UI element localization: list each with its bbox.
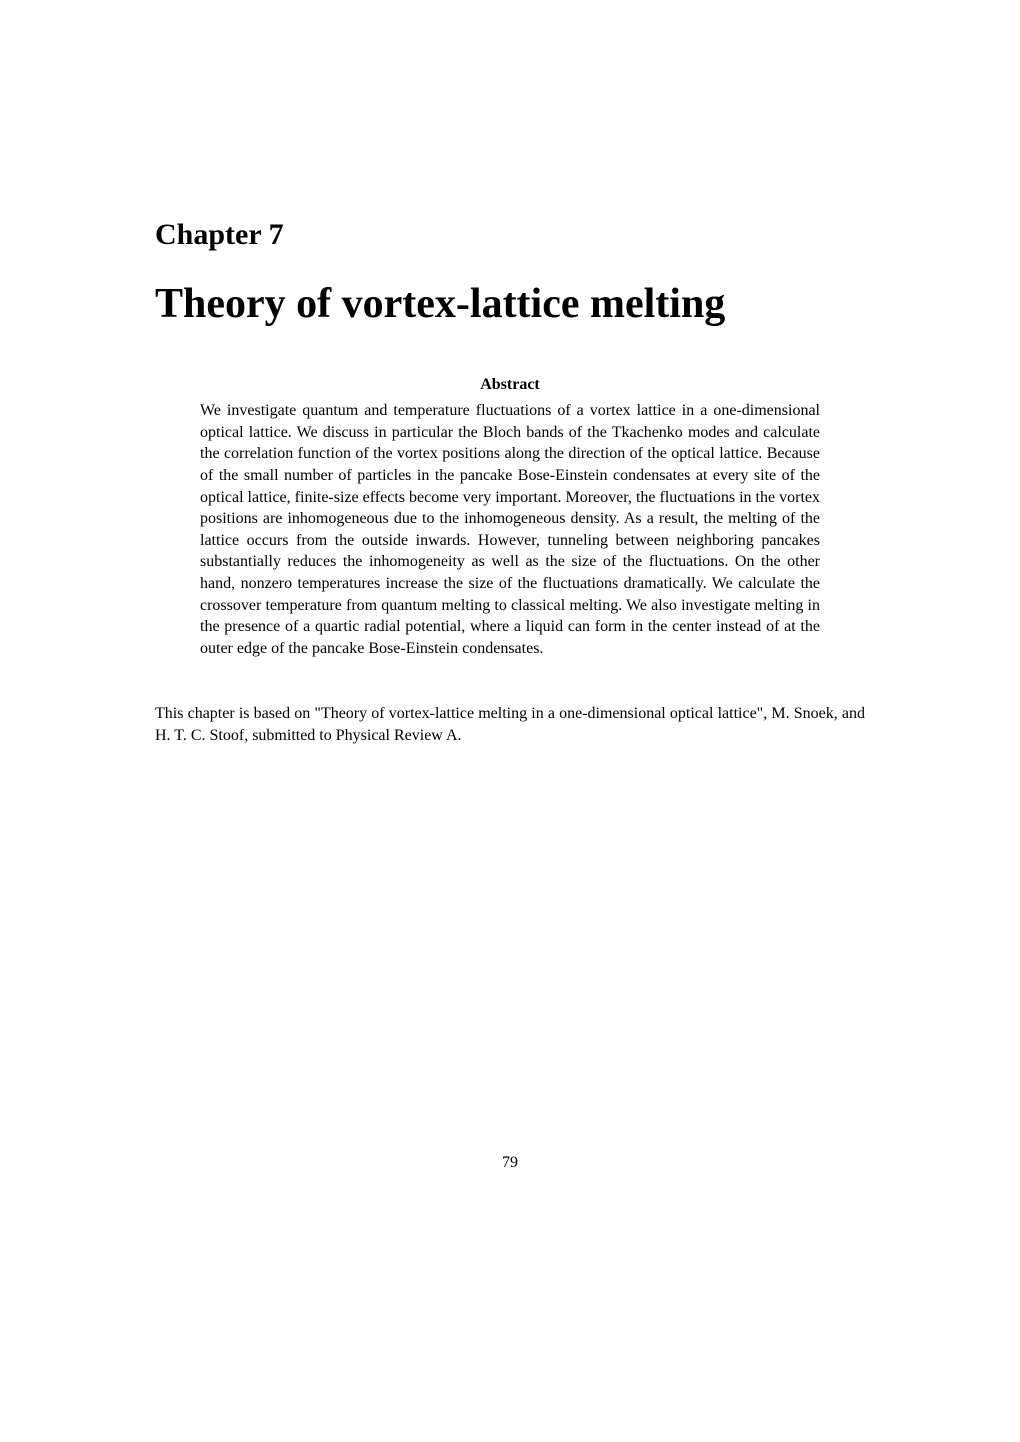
abstract-text: We investigate quantum and temperature f… [200, 400, 820, 659]
page-number: 79 [0, 1154, 1020, 1172]
citation-text: This chapter is based on "Theory of vort… [155, 703, 865, 746]
abstract-heading: Abstract [200, 376, 820, 394]
abstract-container: Abstract We investigate quantum and temp… [200, 376, 820, 659]
chapter-title: Theory of vortex-lattice melting [155, 280, 865, 328]
chapter-label: Chapter 7 [155, 218, 865, 252]
